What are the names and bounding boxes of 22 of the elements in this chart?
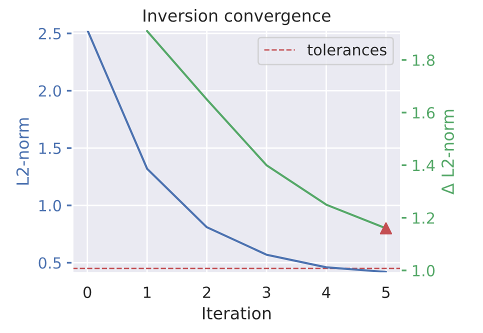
x-tick-label: 3 (262, 286, 270, 298)
y-tick-label: 2.5 (38, 28, 61, 40)
y2-tick-label: 1.0 (412, 264, 435, 276)
x-axis-title: Iteration (202, 306, 271, 320)
y2-tick-label: 1.6 (412, 107, 435, 119)
chart-title: Inversion convergence (144, 8, 330, 26)
y2-axis-title: Δ L2-norm (441, 110, 454, 194)
y-tick-label: 1.5 (39, 142, 61, 154)
y-tick-label: 0.5 (38, 257, 61, 269)
y-axis-title: L2-norm (16, 118, 29, 185)
line-series (86, 30, 388, 273)
x-tick-label: 4 (322, 286, 330, 298)
x-tick-label: 1 (144, 286, 151, 298)
x-tick-label: 0 (84, 286, 92, 298)
y2-tick-label: 1.2 (412, 212, 434, 224)
x-tick-label: 5 (382, 286, 390, 298)
y-tick-label: 1.0 (39, 200, 62, 212)
y-tick-label: 2.0 (38, 85, 62, 97)
y2-tick-label: 1.4 (412, 160, 435, 171)
x-tick-label: 2 (203, 286, 210, 298)
y2-tick-label: 1.8 (412, 54, 435, 66)
legend-label: tolerances (307, 44, 386, 56)
